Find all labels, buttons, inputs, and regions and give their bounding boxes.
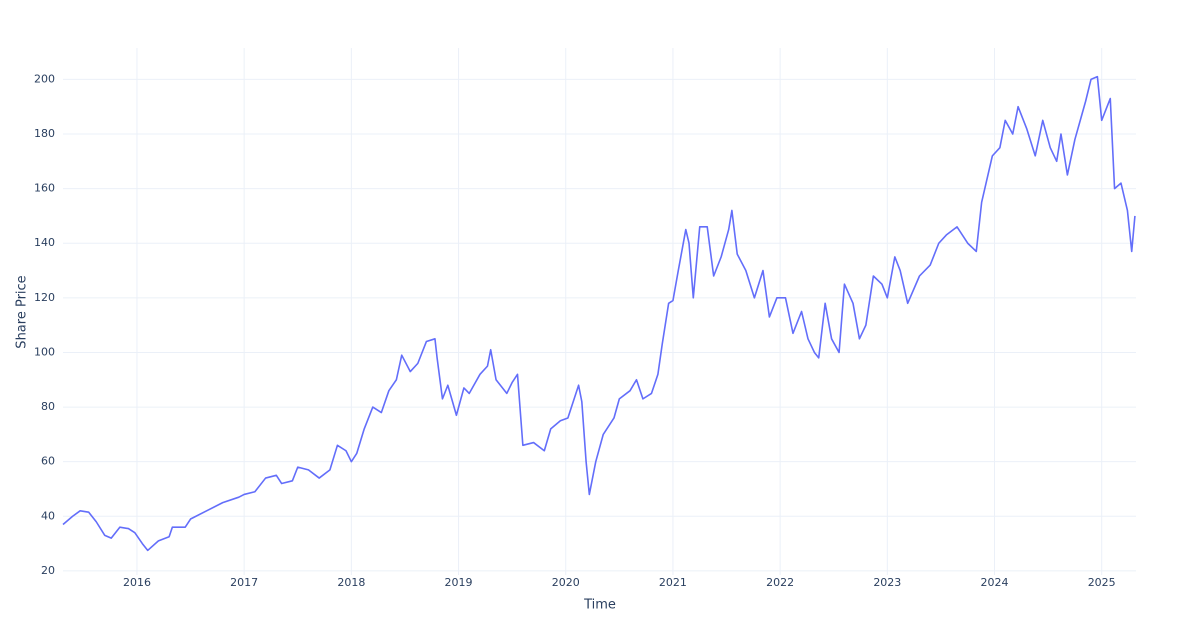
- y-tick-label: 80: [41, 400, 55, 413]
- y-tick-label: 60: [41, 455, 55, 468]
- y-tick-label: 180: [34, 127, 55, 140]
- y-tick-label: 20: [41, 564, 55, 577]
- y-tick-label: 160: [34, 182, 55, 195]
- line: [62, 75, 1136, 552]
- y-tick-label: 200: [34, 72, 55, 85]
- x-tick-label: 2018: [337, 576, 365, 589]
- plot-area: [62, 75, 1136, 552]
- grid: [63, 48, 1136, 575]
- x-tick-label: 2022: [766, 576, 794, 589]
- x-tick-label: 2020: [552, 576, 580, 589]
- y-axis-title: Share Price: [15, 275, 30, 348]
- x-tick-label: 2016: [123, 576, 151, 589]
- x-axis-title: Time: [583, 598, 616, 613]
- x-tick-label: 2023: [873, 576, 901, 589]
- x-tick-label: 2019: [445, 576, 473, 589]
- x-tick-label: 2025: [1088, 576, 1116, 589]
- x-tick-label: 2024: [981, 576, 1009, 589]
- x-tick-label: 2017: [230, 576, 258, 589]
- y-tick-label: 40: [41, 509, 55, 522]
- y-tick-label: 120: [34, 291, 55, 304]
- y-tick-label: 140: [34, 236, 55, 249]
- x-tick-label: 2021: [659, 576, 687, 589]
- y-tick-label: 100: [34, 345, 55, 358]
